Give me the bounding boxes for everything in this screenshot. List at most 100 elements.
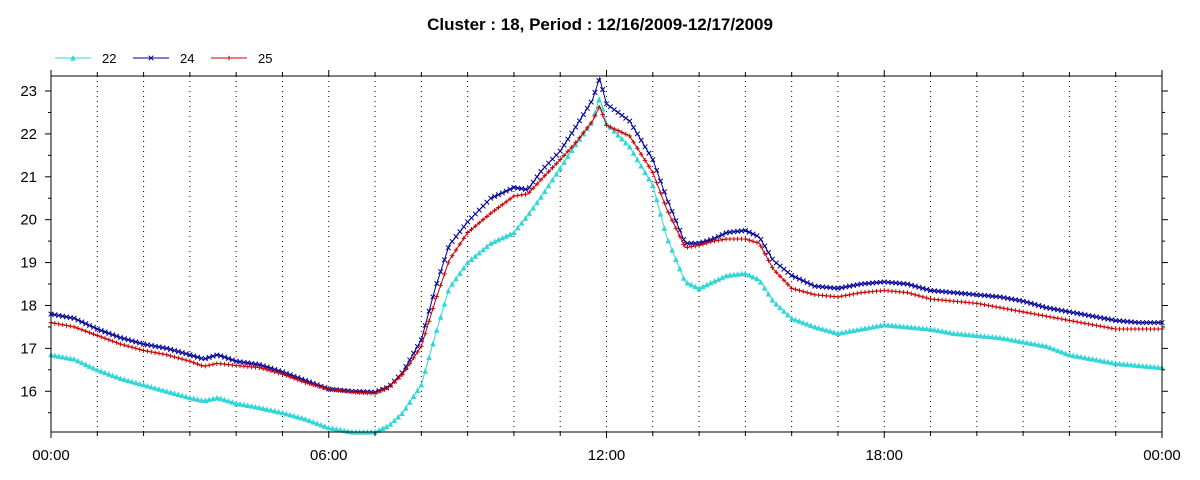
series-22-point xyxy=(526,210,533,216)
series-24-point xyxy=(214,352,220,358)
axes: 00:00 06:00 12:00 18:00 00:00 16 17 18 19 20 21 22 2… xyxy=(20,70,1181,464)
series-25-point xyxy=(168,353,173,359)
series-22-point xyxy=(194,396,201,402)
series-25-point xyxy=(889,288,895,294)
series-24-point xyxy=(569,130,575,136)
series-24-point xyxy=(1032,301,1038,308)
series-25-point xyxy=(195,361,200,367)
legend-label-24: 24 xyxy=(180,51,194,66)
series-25-point xyxy=(550,165,555,170)
series-25-point xyxy=(920,294,926,300)
series-25-point xyxy=(851,291,856,297)
series-24-point xyxy=(503,188,509,194)
series-24-point xyxy=(1147,319,1154,326)
series-24-point xyxy=(634,131,641,137)
series-25-point xyxy=(901,289,906,295)
series-22-point xyxy=(738,270,745,277)
series-25-point xyxy=(704,240,710,246)
series-24-point xyxy=(769,256,776,262)
series-25-point xyxy=(338,388,343,393)
series-22-point xyxy=(541,188,548,195)
series-22-point xyxy=(684,279,691,286)
series-25-point xyxy=(145,348,150,354)
series-25-point xyxy=(206,362,212,368)
series-25-point xyxy=(187,358,193,364)
x-tick-label: 00:00 xyxy=(1143,447,1181,464)
series-25-point xyxy=(102,336,108,341)
series-25-point xyxy=(781,277,787,283)
y-tick-label: 17 xyxy=(20,340,37,357)
series-25-point xyxy=(908,291,914,296)
series-25-point xyxy=(1059,316,1064,322)
series-22-point xyxy=(1085,355,1092,361)
series-24-point xyxy=(920,285,926,291)
series-25-point xyxy=(484,214,490,219)
series-22-point xyxy=(414,387,421,394)
series-22-point xyxy=(522,215,529,221)
series-25-point xyxy=(218,361,224,367)
series-22-point xyxy=(1078,353,1084,360)
series-25-point xyxy=(203,363,208,369)
series-22-point xyxy=(333,426,340,432)
series-24-point xyxy=(545,160,552,166)
series-24-point xyxy=(750,231,756,237)
series-22-point xyxy=(1001,335,1007,341)
series-25-point xyxy=(881,288,887,293)
series-25-point xyxy=(1117,326,1122,332)
series-25-point xyxy=(98,334,104,340)
series-25-point xyxy=(230,362,235,368)
legend-marker-22 xyxy=(70,55,76,61)
y-tick-label: 22 xyxy=(20,126,37,143)
series-25-point xyxy=(125,343,131,349)
series-25-point xyxy=(280,371,285,377)
x-tick-label: 00:00 xyxy=(32,447,70,464)
series-25-point xyxy=(635,145,640,151)
series-25-point xyxy=(446,260,451,265)
series-25-point xyxy=(1074,319,1080,325)
series-22-point xyxy=(680,275,687,281)
series-22-point xyxy=(812,323,818,330)
series-25-point xyxy=(932,297,937,302)
series-24-point xyxy=(445,245,451,251)
series-22-point xyxy=(615,132,621,138)
series-24-point xyxy=(924,286,930,293)
series-24-point xyxy=(615,109,621,116)
series-22-point xyxy=(395,414,401,420)
series-24-point xyxy=(684,240,691,246)
series-25-point xyxy=(673,225,679,231)
series-25-point xyxy=(797,288,802,293)
series-24-point xyxy=(599,86,606,93)
series-25-point xyxy=(1094,323,1099,328)
series-22-point xyxy=(306,417,313,424)
series-25-point xyxy=(854,291,860,296)
series-24-point xyxy=(437,268,444,275)
series-24-point xyxy=(102,329,108,335)
series-25-point xyxy=(681,242,686,247)
series-25-point xyxy=(141,348,146,353)
series-25-point xyxy=(893,289,899,294)
series-24-point xyxy=(90,324,97,330)
series-25-point xyxy=(935,297,941,303)
series-25-point xyxy=(793,287,798,292)
series-22-point xyxy=(1120,361,1127,367)
plot-area-frame xyxy=(50,75,1163,433)
series-25-point xyxy=(731,236,737,242)
series-24-point xyxy=(434,280,440,287)
series-25-point xyxy=(1016,308,1022,314)
series-25-point xyxy=(588,120,594,126)
series-25-point xyxy=(596,105,602,110)
series-22-point xyxy=(731,271,737,278)
series-22-point xyxy=(171,390,178,396)
series-24-point xyxy=(1136,319,1142,326)
series-25-point xyxy=(399,372,405,378)
series-22-point xyxy=(63,354,70,361)
series-25-point xyxy=(785,281,791,287)
series-25-point xyxy=(403,367,409,372)
series-22-point xyxy=(206,396,212,403)
series-25-point xyxy=(735,236,740,242)
series-22-point xyxy=(1112,360,1119,366)
series-22-point xyxy=(511,229,517,236)
series-25-point xyxy=(1078,320,1084,325)
series-25-point xyxy=(67,323,73,329)
series-22-point xyxy=(1058,348,1065,355)
